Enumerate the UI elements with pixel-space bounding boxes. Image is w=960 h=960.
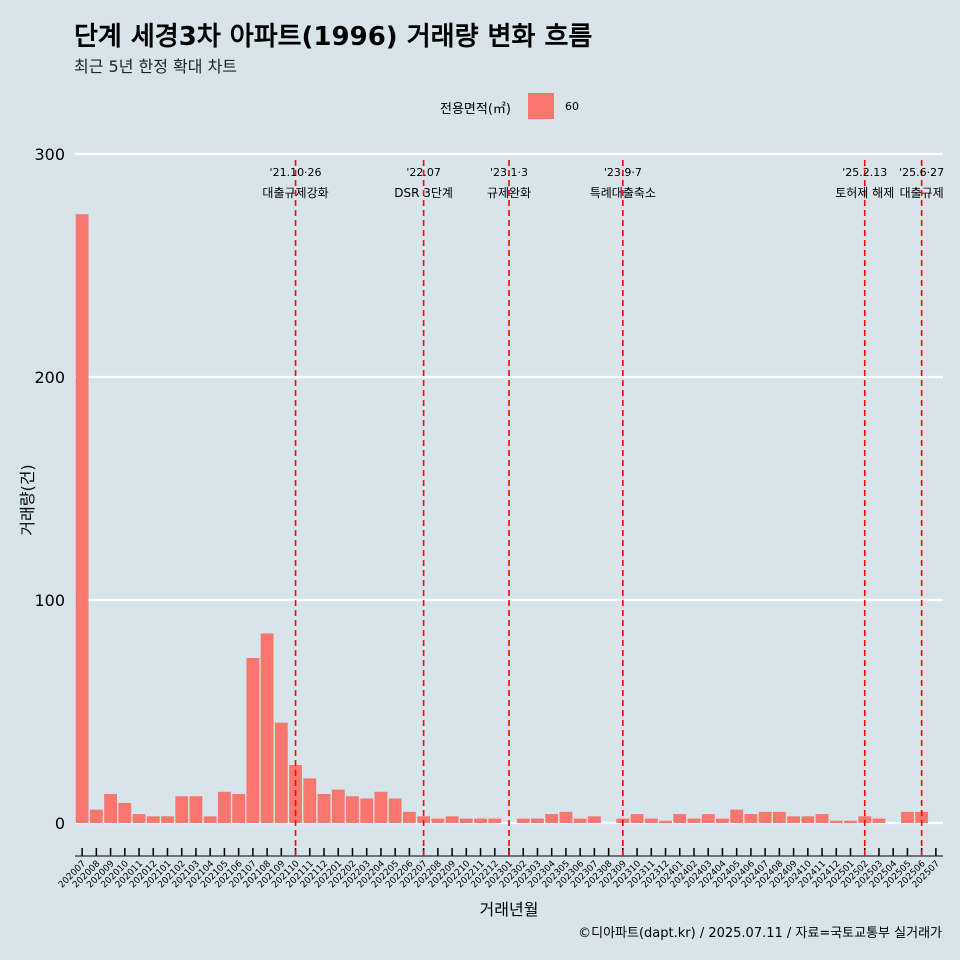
bar: [815, 814, 829, 823]
bar: [488, 818, 502, 823]
bar: [673, 814, 687, 823]
bar: [787, 816, 800, 823]
bar: [716, 818, 729, 823]
bar: [858, 816, 872, 823]
bar: [659, 820, 672, 823]
bar: [388, 798, 402, 823]
bar: [402, 811, 416, 823]
bar: [346, 796, 359, 823]
bar: [915, 811, 929, 823]
event-label: 토허제 해제: [835, 186, 894, 200]
bar: [730, 809, 744, 823]
bar: [872, 818, 886, 823]
bar: [417, 816, 431, 823]
bar: [146, 816, 160, 823]
x-axis-title: 거래년월: [480, 900, 539, 919]
y-tick-label: 200: [34, 368, 65, 387]
bar: [360, 798, 374, 823]
bar: [431, 818, 445, 823]
bar: [118, 802, 132, 823]
bar: [516, 818, 530, 823]
bar: [104, 794, 117, 823]
event-label: 대출규제: [900, 186, 944, 200]
bar: [531, 818, 544, 823]
y-tick-label: 0: [55, 814, 65, 833]
source-caption: ©디아파트(dapt.kr) / 2025.07.11 / 자료=국토교통부 실…: [578, 926, 942, 941]
bar: [630, 814, 644, 823]
bar: [474, 818, 487, 823]
bar: [445, 816, 459, 823]
bar: [559, 811, 573, 823]
event-label: 규제완화: [487, 186, 531, 200]
event-date-label: '22.07: [406, 166, 441, 179]
bar: [331, 789, 345, 823]
bar: [132, 814, 146, 823]
bar: [587, 816, 601, 823]
bar: [901, 811, 914, 823]
bar: [758, 811, 772, 823]
legend-key: [528, 93, 554, 119]
bar: [545, 814, 559, 823]
event-label: 대출규제강화: [262, 186, 328, 200]
event-label: 특례대출축소: [590, 186, 656, 200]
bar: [317, 794, 331, 823]
chart-title: 단계 세경3차 아파트(1996) 거래량 변화 흐름: [74, 22, 593, 52]
y-axis-title: 거래량(건): [18, 464, 37, 535]
y-tick-label: 300: [34, 145, 65, 164]
legend-label: 60: [565, 100, 579, 113]
bar: [175, 796, 189, 823]
bar: [801, 816, 815, 823]
bar: [701, 814, 715, 823]
bar: [189, 796, 203, 823]
bar: [260, 633, 274, 823]
bar: [218, 791, 231, 823]
bar: [89, 809, 103, 823]
bar: [161, 816, 174, 823]
bar: [844, 820, 857, 823]
bar: [573, 818, 587, 823]
bar: [75, 214, 89, 823]
bar: [246, 657, 260, 823]
event-date-label: '23.9·7: [604, 166, 642, 179]
bar: [644, 818, 658, 823]
bar: [303, 778, 317, 823]
bar: [274, 722, 288, 823]
event-date-label: '21.10·26: [270, 166, 322, 179]
bar: [772, 811, 786, 823]
event-label: DSR 3단계: [394, 186, 453, 200]
chart-subtitle: 최근 5년 한정 확대 차트: [74, 57, 238, 76]
bar: [374, 791, 388, 823]
legend-title: 전용면적(㎡): [440, 102, 511, 117]
bar: [829, 820, 843, 823]
event-date-label: '23.1·3: [490, 166, 528, 179]
bar: [687, 818, 701, 823]
event-date-label: '25.2.13: [842, 166, 887, 179]
bar: [459, 818, 473, 823]
bar: [232, 794, 246, 823]
event-date-label: '25.6·27: [899, 166, 944, 179]
bar: [203, 816, 217, 823]
y-tick-label: 100: [34, 591, 65, 610]
bar: [744, 814, 758, 823]
